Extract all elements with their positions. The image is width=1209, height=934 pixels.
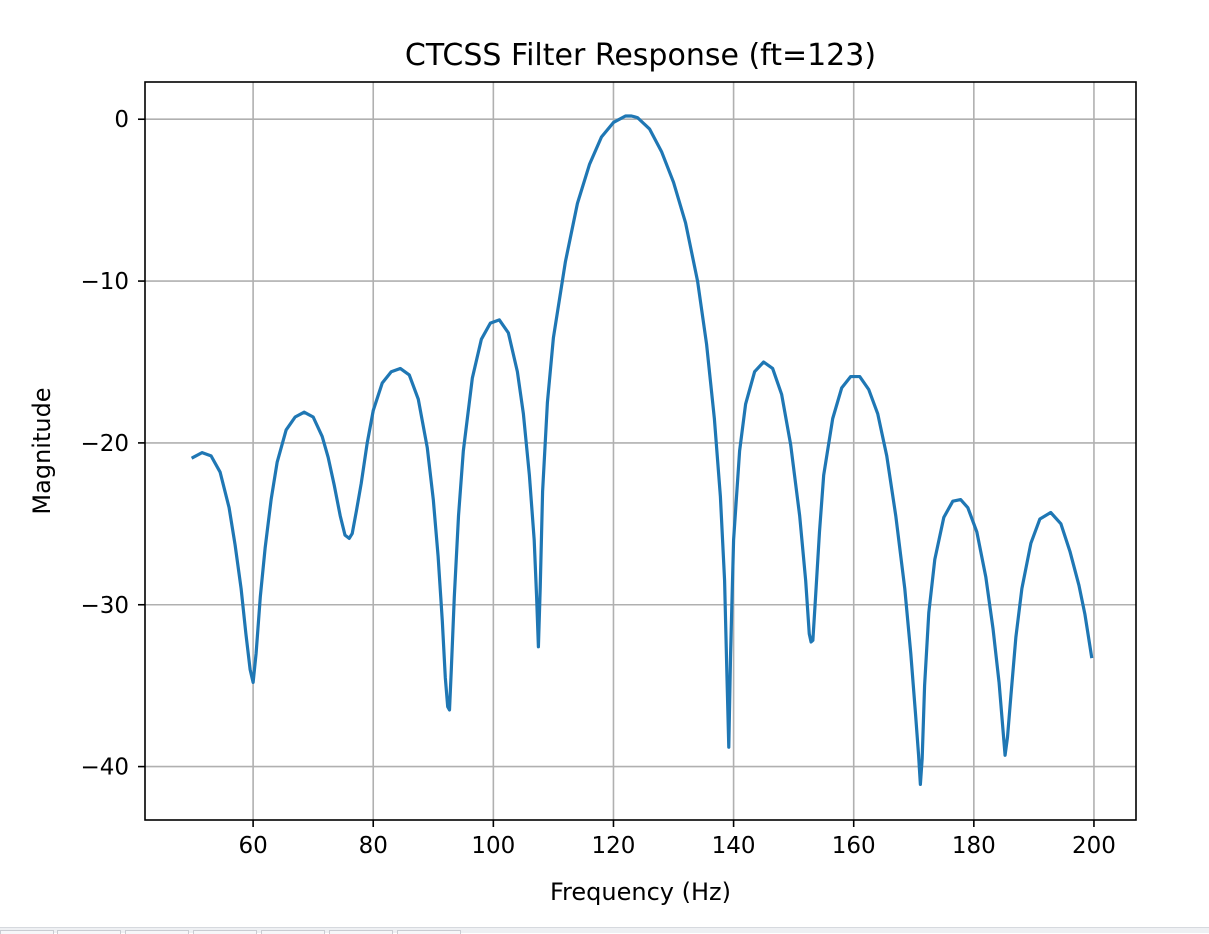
x-axis-label: Frequency (Hz)	[550, 878, 731, 906]
y-tick-label: −30	[80, 593, 129, 619]
grid	[145, 82, 1136, 820]
x-tick-label: 180	[952, 833, 996, 859]
x-tick-label: 80	[359, 833, 388, 859]
y-axis: 0 −10 −20 −30 −40	[80, 107, 145, 781]
series-line	[190, 114, 1094, 786]
strip-segment	[0, 930, 54, 934]
strip-segment	[57, 930, 121, 934]
y-axis-label: Magnitude	[28, 387, 56, 514]
chart-title: CTCSS Filter Response (ft=123)	[405, 38, 876, 73]
strip-segment	[125, 930, 189, 934]
strip-segment	[397, 930, 461, 934]
strip-segment	[193, 930, 257, 934]
x-tick-label: 160	[832, 833, 876, 859]
x-axis: 60 80 100 120 140 160 180 200	[238, 820, 1116, 859]
x-tick-label: 60	[238, 833, 267, 859]
x-tick-label: 100	[471, 833, 515, 859]
y-tick-label: 0	[114, 107, 129, 133]
strip-segment	[329, 930, 393, 934]
x-tick-label: 120	[592, 833, 636, 859]
y-tick-label: −20	[80, 431, 129, 457]
strip-segment	[261, 930, 325, 934]
axes-frame	[144, 81, 1137, 821]
x-tick-label: 140	[712, 833, 756, 859]
y-tick-label: −40	[80, 755, 129, 781]
bottom-toolbar-strip	[0, 927, 1209, 934]
x-tick-label: 200	[1072, 833, 1116, 859]
plot-area	[190, 114, 1094, 786]
y-tick-label: −10	[80, 269, 129, 295]
